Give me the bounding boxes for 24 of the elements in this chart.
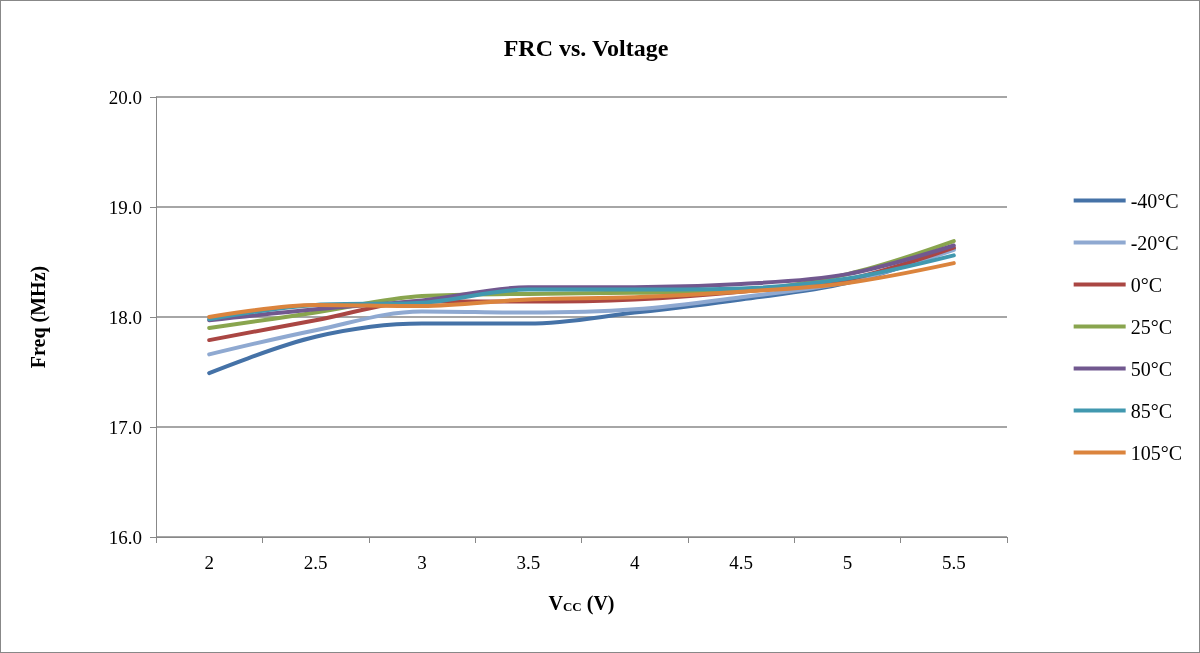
legend-label: -40°C	[1130, 189, 1179, 212]
chart-title: FRC vs. Voltage	[503, 35, 669, 61]
line-series	[207, 261, 956, 319]
x-tick-label: 4.5	[729, 552, 753, 573]
x-tick-label: 2.5	[303, 552, 328, 573]
x-tick-label: 3	[417, 552, 427, 573]
legend-label: 85°C	[1130, 399, 1173, 422]
y-tick-label: 19.0	[108, 196, 142, 218]
legend-label: 25°C	[1130, 315, 1173, 338]
legend-label: 50°C	[1130, 357, 1173, 380]
x-axis-title: VCC (V)	[548, 591, 615, 615]
y-axis-title: Freq (MHz)	[27, 265, 50, 369]
y-tick-label: 20.0	[108, 86, 142, 108]
legend-label: 105°C	[1130, 441, 1183, 464]
legend-label: 0°C	[1130, 273, 1163, 296]
x-tick-label: 5.5	[941, 552, 966, 573]
y-tick-label: 16.0	[108, 526, 142, 548]
y-tick-label: 18.0	[108, 306, 142, 328]
x-tick-label: 3.5	[516, 552, 541, 573]
x-tick-label: 2	[204, 552, 214, 573]
x-tick-label: 4	[629, 552, 640, 573]
legend-label: -20°C	[1130, 231, 1179, 254]
x-tick-label: 5	[842, 552, 853, 573]
y-tick-label: 17.0	[108, 416, 142, 438]
